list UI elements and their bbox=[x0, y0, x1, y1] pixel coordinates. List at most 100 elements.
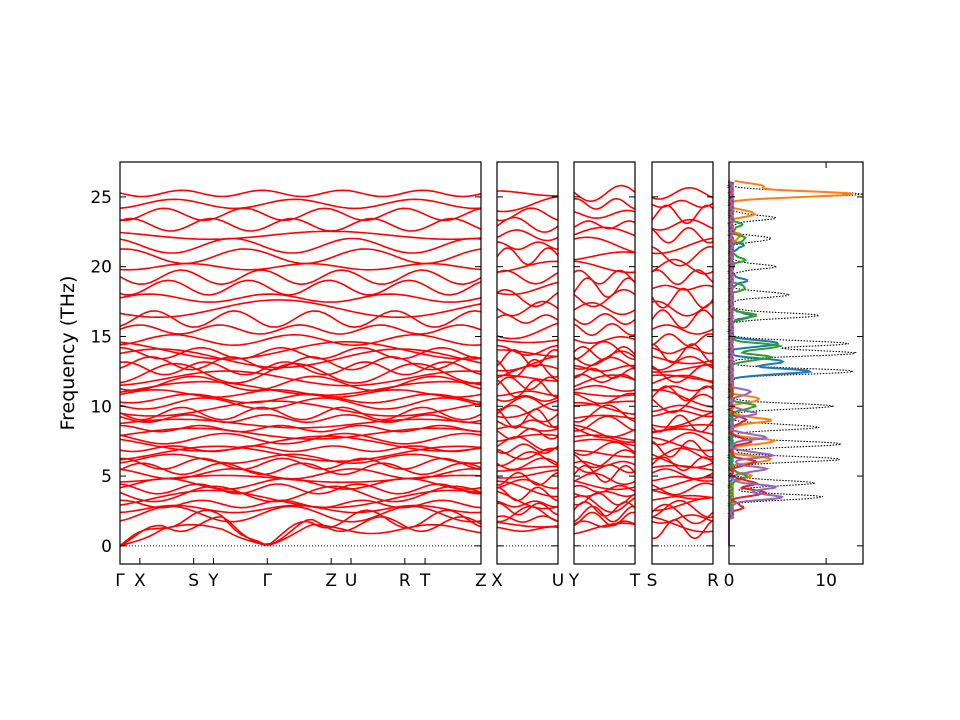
path-label: X bbox=[134, 571, 146, 591]
dos-x-tick-label: 0 bbox=[724, 571, 735, 591]
band-line bbox=[651, 432, 714, 446]
band-line bbox=[651, 453, 714, 469]
band-line bbox=[573, 426, 636, 439]
band-line bbox=[496, 348, 559, 368]
band-line bbox=[496, 471, 559, 486]
path-label: Y bbox=[568, 571, 580, 591]
dos-frame bbox=[728, 161, 864, 565]
band-line bbox=[496, 339, 559, 344]
band-line bbox=[119, 523, 482, 547]
band-line bbox=[496, 521, 559, 528]
band-line bbox=[496, 281, 559, 296]
band-line bbox=[119, 485, 482, 503]
band-line bbox=[496, 355, 559, 372]
band-line bbox=[119, 279, 482, 296]
band-line bbox=[119, 341, 482, 360]
band-line bbox=[651, 385, 714, 402]
path-label: Γ bbox=[115, 571, 125, 591]
band-line bbox=[119, 468, 482, 480]
band-line bbox=[651, 309, 714, 329]
band-line bbox=[119, 388, 482, 398]
band-line bbox=[651, 287, 714, 309]
panel-frame bbox=[573, 161, 636, 565]
band-line bbox=[496, 490, 559, 510]
path-label: Y bbox=[207, 571, 219, 591]
path-label: X bbox=[491, 571, 503, 591]
band-line bbox=[651, 187, 714, 200]
band-line bbox=[119, 380, 482, 397]
band-line bbox=[651, 346, 714, 355]
path-label: Z bbox=[325, 571, 337, 591]
band-line bbox=[496, 322, 559, 340]
band-line bbox=[573, 441, 636, 456]
path-label: U bbox=[552, 571, 564, 591]
band-line bbox=[497, 241, 559, 251]
band-line bbox=[573, 464, 636, 483]
band-line bbox=[496, 457, 559, 471]
band-line bbox=[119, 483, 482, 495]
band-line bbox=[496, 450, 559, 467]
band-line bbox=[573, 236, 636, 254]
band-line bbox=[496, 358, 559, 378]
band-line bbox=[496, 376, 559, 391]
band-line bbox=[573, 198, 636, 210]
band-line bbox=[496, 260, 558, 273]
band-line bbox=[651, 414, 714, 433]
band-line bbox=[119, 324, 482, 335]
dos-series-line bbox=[726, 180, 784, 546]
y-tick-label: 5 bbox=[101, 467, 112, 487]
band-line bbox=[496, 399, 559, 419]
band-line bbox=[573, 415, 636, 432]
band-line bbox=[496, 433, 559, 443]
band-line bbox=[496, 300, 559, 317]
band-line bbox=[119, 453, 482, 465]
band-line bbox=[573, 391, 636, 397]
band-line bbox=[119, 293, 482, 303]
band-line bbox=[497, 390, 558, 397]
band-line bbox=[119, 432, 482, 445]
band-line bbox=[119, 400, 482, 417]
band-line bbox=[651, 482, 714, 496]
band-line bbox=[573, 414, 636, 420]
band-line bbox=[119, 355, 482, 371]
band-line bbox=[119, 509, 482, 547]
band-line bbox=[573, 438, 636, 447]
band-line bbox=[119, 237, 482, 254]
path-label: S bbox=[188, 571, 199, 591]
band-line bbox=[651, 436, 714, 452]
band-line bbox=[651, 404, 714, 413]
dos-x-tick-label: 10 bbox=[815, 571, 837, 591]
path-label: S bbox=[647, 571, 658, 591]
band-line bbox=[573, 479, 636, 491]
y-tick-label: 20 bbox=[90, 258, 112, 278]
band-line bbox=[496, 190, 558, 197]
band-line bbox=[573, 373, 636, 383]
band-line bbox=[573, 220, 636, 230]
band-line bbox=[651, 388, 714, 408]
band-line bbox=[496, 247, 559, 266]
band-line bbox=[497, 486, 559, 502]
band-line bbox=[573, 345, 636, 361]
band-line bbox=[573, 312, 636, 325]
band-line bbox=[573, 511, 636, 527]
band-line bbox=[651, 333, 714, 347]
band-line bbox=[119, 299, 482, 318]
band-line bbox=[573, 424, 636, 443]
band-line bbox=[119, 457, 482, 471]
band-line bbox=[497, 465, 558, 472]
band-line bbox=[119, 499, 482, 509]
band-line bbox=[573, 288, 636, 308]
band-line bbox=[119, 248, 482, 265]
band-line bbox=[119, 375, 482, 392]
band-line bbox=[574, 401, 636, 415]
band-line bbox=[496, 374, 559, 383]
y-tick-label: 10 bbox=[90, 397, 112, 417]
band-line bbox=[651, 284, 714, 291]
band-line bbox=[651, 499, 714, 519]
band-line bbox=[573, 404, 636, 423]
